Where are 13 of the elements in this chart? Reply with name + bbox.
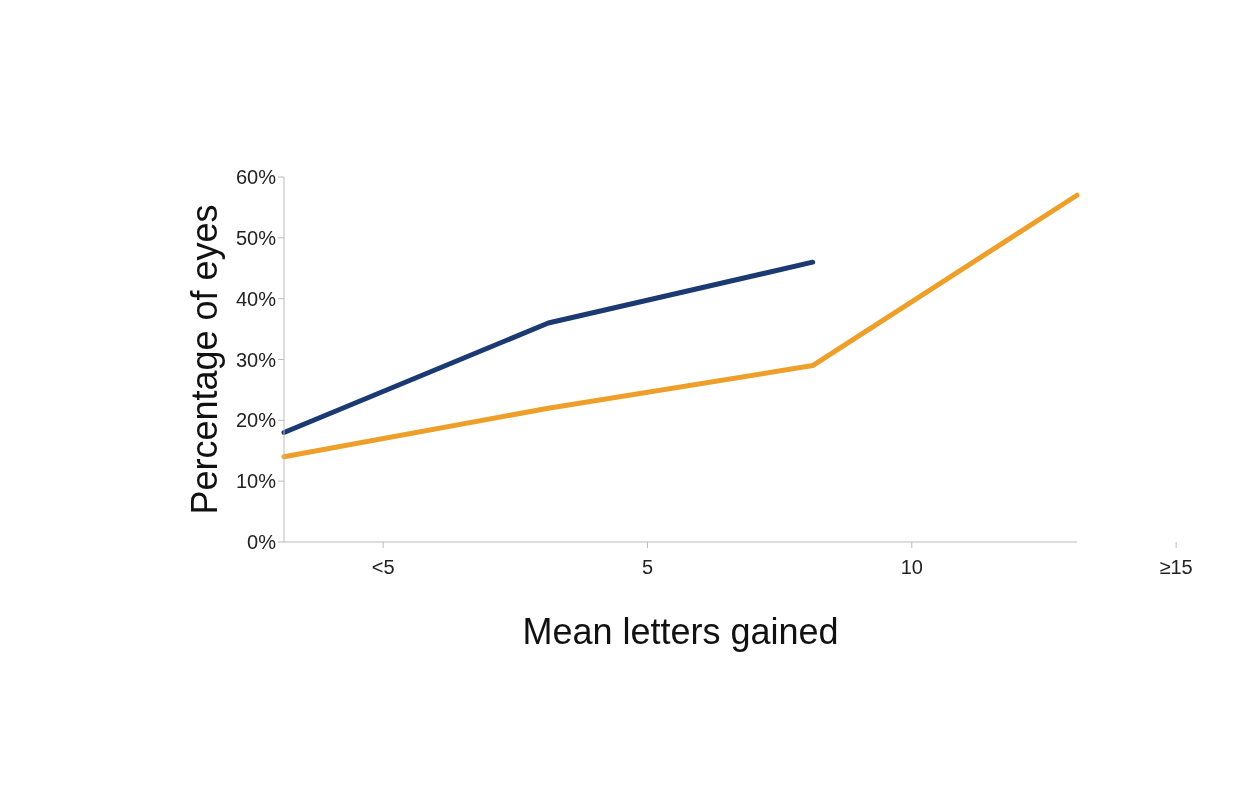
- x-tick-label: 10: [900, 556, 923, 578]
- x-tick-label: <5: [371, 556, 395, 578]
- y-tick-label: 40%: [235, 287, 277, 310]
- y-tick-label: 20%: [235, 409, 277, 432]
- y-axis-title: Percentage of eyes: [183, 204, 225, 515]
- x-tick-label: 5: [641, 556, 654, 578]
- y-tick-label: 60%: [235, 166, 277, 189]
- y-tick-label: 10%: [235, 470, 277, 493]
- x-axis-title: Mean letters gained: [522, 611, 839, 652]
- x-tick-label: ≥15: [1159, 556, 1193, 578]
- y-tick-label: 0%: [247, 531, 277, 554]
- y-tick-label: 30%: [235, 348, 277, 371]
- y-tick-label: 50%: [235, 226, 277, 249]
